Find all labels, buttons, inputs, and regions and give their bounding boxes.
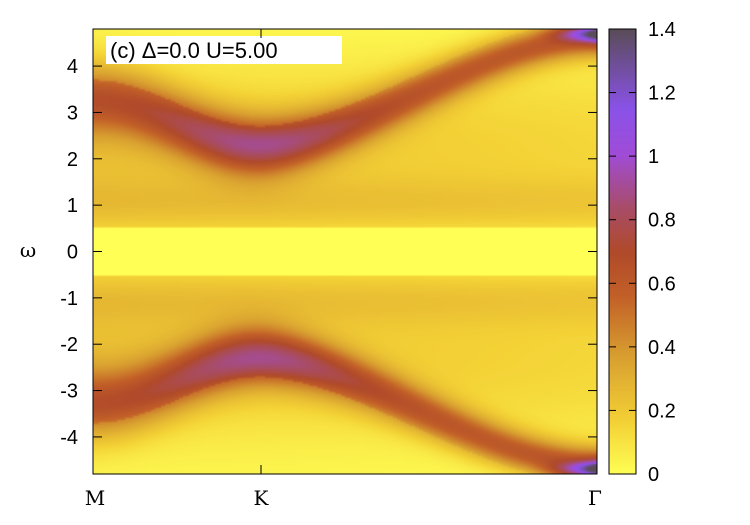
panel-annotation: (c) Δ=0.0 U=5.00 [110, 38, 278, 63]
x-tick-label: K [254, 486, 270, 510]
y-tick-label: -3 [60, 381, 78, 403]
colorbar-tick-label: 1.4 [648, 19, 676, 41]
heatmap-layer [93, 29, 597, 474]
y-tick-label: 1 [67, 195, 78, 217]
y-tick-label: -4 [60, 427, 78, 449]
annotation-box [106, 36, 342, 64]
x-tick-label: Γ [588, 486, 602, 510]
heatmap-image [93, 29, 597, 474]
y-tick-label: 0 [67, 242, 78, 264]
y-tick-label: 4 [67, 56, 78, 78]
colorbar-tick-label: 0.2 [648, 400, 676, 422]
x-tick-label: M [85, 486, 105, 510]
colorbar-frame [608, 28, 637, 475]
y-axis-label: ω [20, 238, 36, 262]
colorbar-tick-label: 1 [648, 146, 659, 168]
colorbar-tick-label: 0.4 [648, 337, 676, 359]
y-tick-label: 3 [67, 102, 78, 124]
y-tick-label: -2 [60, 334, 78, 356]
y-tick-label: -1 [60, 288, 78, 310]
colorbar-tick-label: 0.6 [648, 273, 676, 295]
colorbar-tick-label: 1.2 [648, 83, 676, 105]
y-axis-ticks: -4 -3 -2 -1 0 1 2 3 4 [60, 56, 597, 449]
colorbar-tick-label: 0.8 [648, 210, 676, 232]
colorbar-ticks: 0 0.2 0.4 0.6 0.8 1 1.2 1.4 [609, 19, 676, 486]
y-tick-label: 2 [67, 149, 78, 171]
colorbar-tick-label: 0 [648, 464, 659, 486]
colorbar [609, 29, 636, 474]
colorbar-gradient [609, 29, 636, 474]
